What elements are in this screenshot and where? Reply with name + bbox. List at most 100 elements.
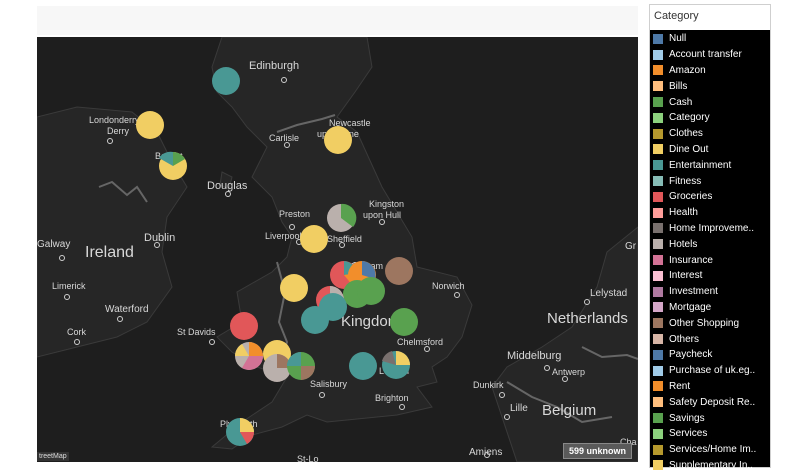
legend-label: Services [669, 428, 708, 440]
legend-item[interactable]: Insurance [650, 252, 770, 268]
label-lille: Lille [510, 403, 528, 414]
legend-label: Purchase of uk.eg.. [669, 365, 756, 377]
legend-label: Account transfer [669, 49, 742, 61]
legend-swatch [653, 444, 663, 455]
pie-marker[interactable] [301, 306, 329, 334]
belgium-border [506, 381, 613, 424]
legend-item[interactable]: Entertainment [650, 157, 770, 173]
pie-marker[interactable] [324, 126, 352, 154]
legend-title: Category [650, 5, 770, 29]
label-antwerp: Antwerp [552, 367, 585, 377]
legend-item[interactable]: Dine Out [650, 142, 770, 158]
netherlands-border [581, 346, 638, 360]
legend-swatch [653, 49, 663, 60]
legend-label: Mortgage [669, 301, 712, 313]
pie-marker[interactable] [349, 352, 377, 380]
pie-marker[interactable] [212, 67, 240, 95]
legend-item[interactable]: Account transfer [650, 47, 770, 63]
legend-item[interactable]: Others [650, 331, 770, 347]
legend-item[interactable]: Hotels [650, 236, 770, 252]
legend-item[interactable]: Purchase of uk.eg.. [650, 363, 770, 379]
legend-label: Others [669, 333, 700, 345]
map-canvas[interactable]: Edinburgh Newcastle upon Tyne Londonderr… [37, 37, 638, 462]
legend-item[interactable]: Investment [650, 284, 770, 300]
legend-item[interactable]: Clothes [650, 126, 770, 142]
pie-marker[interactable] [263, 354, 291, 382]
legend-item[interactable]: Supplementary In.. [650, 458, 770, 473]
legend-item[interactable]: Other Shopping [650, 315, 770, 331]
legend-item[interactable]: Mortgage [650, 300, 770, 316]
legend-item[interactable]: Category [650, 110, 770, 126]
pie-markers[interactable] [136, 67, 418, 446]
pie-marker[interactable] [382, 351, 410, 379]
label-belgium: Belgium [542, 402, 596, 419]
legend-label: Clothes [669, 128, 703, 140]
pie-marker[interactable] [390, 308, 418, 336]
legend-item[interactable]: Null [650, 31, 770, 47]
pie-marker[interactable] [235, 342, 263, 370]
legend-item[interactable]: Interest [650, 268, 770, 284]
pie-marker[interactable] [280, 274, 308, 302]
label-edinburgh: Edinburgh [249, 60, 299, 72]
legend-item[interactable]: Fitness [650, 173, 770, 189]
legend-label: Entertainment [669, 159, 732, 171]
ireland-land [37, 106, 188, 358]
legend-item[interactable]: Bills [650, 78, 770, 94]
label-middelburg: Middelburg [507, 350, 561, 362]
legend-swatch [653, 65, 663, 76]
legend-swatch [653, 97, 663, 108]
label-lelystad: Lelystad [590, 288, 627, 299]
pie-marker[interactable] [300, 225, 328, 253]
pie-marker[interactable] [287, 352, 315, 380]
legend-label: Amazon [669, 64, 706, 76]
label-ireland: Ireland [85, 244, 134, 261]
label-kingston: Kingston [369, 199, 404, 209]
legend-item[interactable]: Amazon [650, 63, 770, 79]
legend-item[interactable]: Rent [650, 379, 770, 395]
label-sheffield: Sheffield [327, 234, 362, 244]
legend-swatch [653, 239, 663, 250]
legend-item[interactable]: Cash [650, 94, 770, 110]
pie-marker[interactable] [385, 257, 413, 285]
map-attribution[interactable]: treetMap [37, 452, 69, 461]
legend-swatch [653, 318, 663, 329]
legend-item[interactable]: Savings [650, 410, 770, 426]
legend-label: Other Shopping [669, 317, 740, 329]
legend-swatch [653, 191, 663, 202]
legend-swatch [653, 365, 663, 376]
label-chelmsford: Chelmsford [397, 337, 443, 347]
pie-marker[interactable] [230, 312, 258, 340]
legend-swatch [653, 286, 663, 297]
legend-label: Services/Home Im.. [669, 444, 757, 456]
legend-item[interactable]: Groceries [650, 189, 770, 205]
pie-marker[interactable] [136, 111, 164, 139]
label-dublin: Dublin [144, 232, 175, 244]
pie-marker[interactable] [357, 277, 385, 305]
label-waterford: Waterford [105, 304, 149, 315]
legend-item[interactable]: Health [650, 205, 770, 221]
pie-marker[interactable] [159, 151, 187, 180]
legend-item[interactable]: Home Improveme.. [650, 221, 770, 237]
legend-item[interactable]: Services/Home Im.. [650, 442, 770, 458]
legend-swatch [653, 270, 663, 281]
legend-label: Safety Deposit Re.. [669, 396, 756, 408]
uk-map[interactable]: Edinburgh Newcastle upon Tyne Londonderr… [37, 37, 638, 462]
legend-label: Null [669, 33, 687, 45]
legend-label: Interest [669, 270, 703, 282]
label-cork: Cork [67, 327, 87, 337]
label-newcastle: Newcastle [329, 118, 371, 128]
unknown-locations-badge[interactable]: 599 unknown [562, 443, 632, 459]
map-toolbar-area [37, 6, 638, 35]
legend-item[interactable]: Safety Deposit Re.. [650, 394, 770, 410]
label-netherlands: Netherlands [547, 310, 628, 327]
label-salisbury: Salisbury [310, 379, 348, 389]
continent-land [491, 226, 638, 462]
legend-swatch [653, 176, 663, 187]
legend-item[interactable]: Services [650, 426, 770, 442]
legend-label: Supplementary In.. [669, 459, 753, 471]
pie-marker[interactable] [226, 418, 254, 446]
pie-marker[interactable] [327, 203, 357, 232]
legend-item[interactable]: Paycheck [650, 347, 770, 363]
label-norwich: Norwich [432, 281, 465, 291]
legend-label: Dine Out [669, 143, 709, 155]
